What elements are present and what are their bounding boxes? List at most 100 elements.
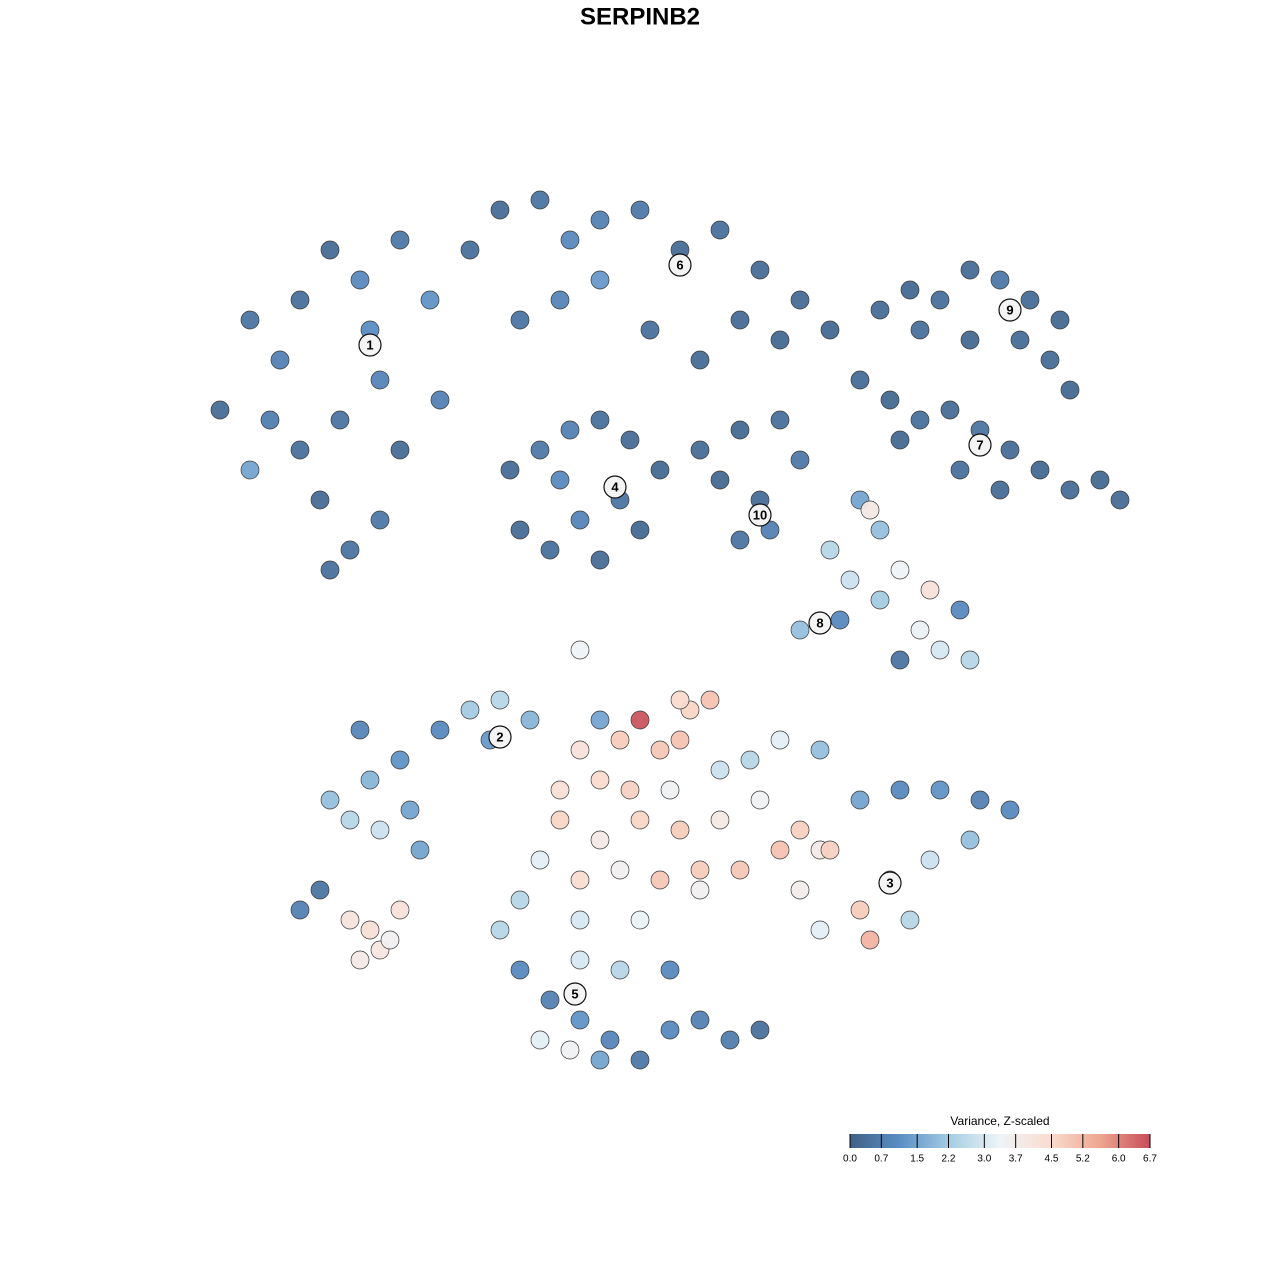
point [390,750,410,770]
point [1060,480,1080,500]
cluster-marker [563,982,587,1006]
point [570,740,590,760]
colorbar-tick-label: 4.5 [1045,1154,1059,1165]
point [620,430,640,450]
chart-title: SERPINB2 [580,3,700,30]
point [840,570,860,590]
cluster-marker [488,725,512,749]
cluster-marker [603,475,627,499]
point [670,690,690,710]
point [490,690,510,710]
point [370,820,390,840]
point [530,440,550,460]
colorbar-title: Variance, Z-scaled [950,1114,1049,1128]
point [520,710,540,730]
point [340,810,360,830]
point [570,910,590,930]
cluster-marker [668,253,692,277]
point [490,920,510,940]
point [870,300,890,320]
point [400,800,420,820]
point [990,270,1010,290]
point [750,1020,770,1040]
colorbar-tick-label: 3.7 [1009,1154,1023,1165]
point [570,510,590,530]
point [550,290,570,310]
point [430,720,450,740]
point [960,650,980,670]
point [630,810,650,830]
point [570,870,590,890]
point [770,410,790,430]
point [860,500,880,520]
colorbar-tick-label: 3.0 [977,1154,991,1165]
point [590,410,610,430]
cluster-marker [748,503,772,527]
point [900,910,920,930]
point [690,1010,710,1030]
point [360,920,380,940]
point [290,900,310,920]
cluster-marker [878,871,902,895]
cluster-marker [358,333,382,357]
point [590,270,610,290]
point [910,410,930,430]
point [950,460,970,480]
point [240,310,260,330]
cluster-label: 9 [1006,302,1013,317]
point [770,330,790,350]
point [660,960,680,980]
point [540,540,560,560]
point [1060,380,1080,400]
point [530,190,550,210]
point [490,200,510,220]
point [630,710,650,730]
point [950,600,970,620]
point [1000,800,1020,820]
point [890,560,910,580]
point [630,520,650,540]
colorbar-tick-label: 5.2 [1076,1154,1090,1165]
point [920,850,940,870]
colorbar [850,1134,1150,1148]
point [510,890,530,910]
point [670,820,690,840]
point [940,400,960,420]
point [620,780,640,800]
cluster-label: 5 [571,986,578,1001]
point [910,620,930,640]
point [610,860,630,880]
point [730,530,750,550]
point [690,880,710,900]
cluster-label: 6 [676,257,683,272]
point [890,430,910,450]
point [570,640,590,660]
point [410,840,430,860]
point [590,210,610,230]
cluster-label: 4 [611,479,619,494]
point [960,330,980,350]
point [870,590,890,610]
point [600,1030,620,1050]
colorbar-tick-label: 6.0 [1112,1154,1126,1165]
point [790,450,810,470]
point [770,840,790,860]
point [860,930,880,950]
point [390,230,410,250]
cluster-label: 2 [496,729,503,744]
point [710,810,730,830]
point [710,760,730,780]
point [500,460,520,480]
point [670,730,690,750]
point [930,780,950,800]
point [740,750,760,770]
point [550,810,570,830]
point [370,510,390,530]
point [240,460,260,480]
point [750,260,770,280]
point [1040,350,1060,370]
cluster-label: 7 [976,437,983,452]
point [460,700,480,720]
point [960,830,980,850]
point [890,780,910,800]
